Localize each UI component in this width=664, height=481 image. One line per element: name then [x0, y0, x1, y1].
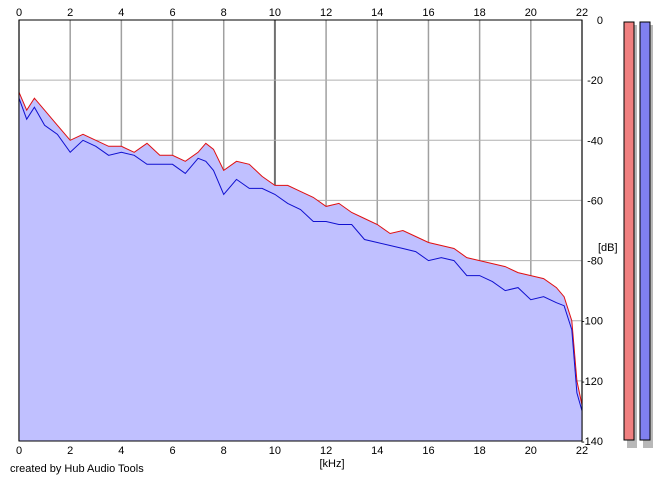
credit-text: created by Hub Audio Tools	[10, 463, 144, 475]
y-tick-labels: 0 -20 -40 -60 -80 -100 -120 -140	[581, 15, 603, 448]
y-axis-label: [dB]	[598, 242, 618, 254]
x-tick-label-top: 14	[371, 7, 383, 19]
y-tick-label: -20	[587, 75, 603, 87]
y-tick-label: -140	[581, 436, 603, 448]
x-tick-label-top: 8	[221, 7, 227, 19]
x-tick-label-bottom: 0	[16, 445, 22, 457]
x-tick-label-top: 0	[16, 7, 22, 19]
x-tick-label-bottom: 14	[371, 445, 383, 457]
x-axis-label: [kHz]	[319, 458, 344, 470]
level-meter-bar	[623, 21, 635, 441]
y-tick-label: -60	[587, 195, 603, 207]
x-tick-label-top: 18	[474, 7, 486, 19]
level-meter-bar	[639, 21, 651, 441]
x-tick-label-bottom: 12	[320, 445, 332, 457]
level-meters	[623, 21, 653, 448]
x-tick-label-top: 2	[67, 7, 73, 19]
x-tick-labels-bottom: 0 2 4 6 8 10 12 14 16 18 20 22	[16, 445, 588, 457]
x-tick-label-bottom: 4	[118, 445, 124, 457]
x-tick-label-top: 12	[320, 7, 332, 19]
series-line-red	[18, 92, 583, 406]
x-tick-label-bottom: 8	[221, 445, 227, 457]
x-tick-label-top: 6	[169, 7, 175, 19]
x-tick-label-bottom: 16	[422, 445, 434, 457]
plot-border	[18, 19, 583, 442]
x-tick-label-top: 16	[422, 7, 434, 19]
spectrum-fill-area	[19, 92, 582, 441]
x-tick-label-top: 22	[576, 7, 588, 19]
x-tick-label-top: 10	[269, 7, 281, 19]
y-tick-label: -40	[587, 135, 603, 147]
y-tick-label: -80	[587, 256, 603, 268]
x-tick-label-top: 20	[525, 7, 537, 19]
x-tick-labels-top: 0 2 4 6 8 10 12 14 16 18 20 22	[16, 7, 588, 19]
x-tick-label-bottom: 10	[269, 445, 281, 457]
x-tick-label-bottom: 18	[474, 445, 486, 457]
y-tick-label: -120	[581, 376, 603, 388]
x-tick-label-bottom: 2	[67, 445, 73, 457]
x-tick-label-top: 4	[118, 7, 124, 19]
x-tick-label-bottom: 6	[169, 445, 175, 457]
series-line-blue	[18, 98, 583, 412]
x-tick-label-bottom: 22	[576, 445, 588, 457]
y-tick-label: -100	[581, 316, 603, 328]
x-tick-label-bottom: 20	[525, 445, 537, 457]
y-tick-label: 0	[597, 15, 603, 27]
